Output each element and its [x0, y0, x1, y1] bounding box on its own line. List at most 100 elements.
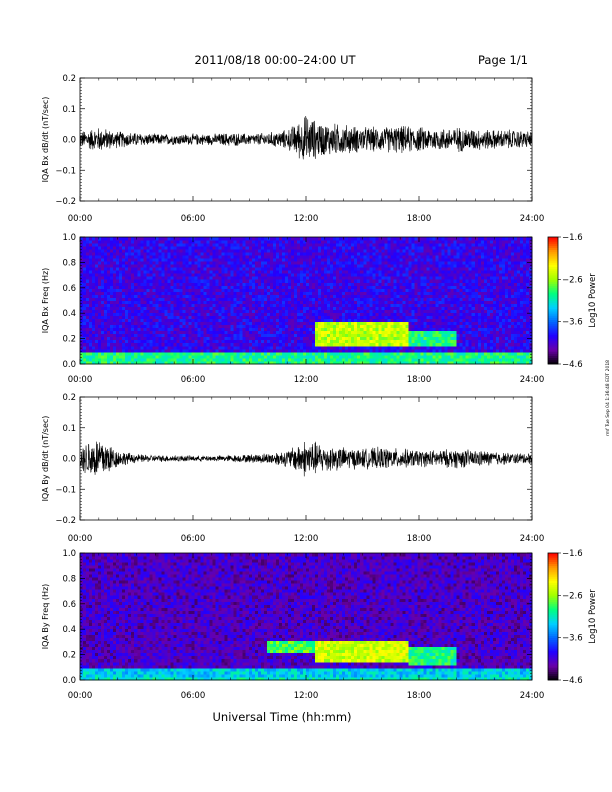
spectrogram-cell	[369, 351, 373, 356]
spectrogram-cell	[140, 345, 144, 350]
spectrogram-cell	[324, 360, 328, 365]
spectrogram-cell	[101, 300, 105, 304]
spectrogram-cell	[302, 348, 307, 353]
spectrogram-cell	[107, 339, 111, 344]
spectrogram-cell	[405, 273, 409, 277]
spectrogram-cell	[167, 243, 171, 247]
spectrogram-cell	[194, 330, 198, 335]
spectrogram-cell	[215, 249, 220, 253]
spectrogram-cell	[269, 354, 274, 359]
spectrogram-cell	[212, 279, 216, 283]
spectrogram-cell	[260, 327, 265, 332]
spectrogram-cell	[306, 279, 310, 283]
spectrogram-cell	[293, 327, 298, 332]
spectrogram-cell	[80, 288, 84, 292]
spectrogram-cell	[408, 249, 412, 253]
spectrogram-cell	[342, 318, 346, 323]
spectrogram-cell	[384, 264, 388, 268]
spectrogram-cell	[203, 273, 207, 277]
spectrogram-cell	[134, 288, 138, 292]
spectrogram-cell	[360, 246, 364, 250]
spectrogram-cell	[116, 288, 120, 292]
spectrogram-cell	[402, 354, 406, 359]
spectrogram-cell	[149, 276, 153, 280]
spectrogram-cell	[89, 252, 93, 256]
spectrogram-cell	[83, 297, 87, 301]
spectrogram-cell	[89, 306, 93, 310]
spectrogram-cell	[134, 276, 138, 280]
spectrogram-cell	[278, 264, 283, 268]
spectrogram-cell	[233, 327, 238, 332]
spectrogram-cell	[281, 345, 286, 350]
spectrogram-cell	[212, 297, 216, 301]
spectrogram-cell	[402, 297, 406, 301]
spectrogram-cell	[107, 246, 111, 250]
spectrogram-cell	[224, 303, 229, 307]
spectrogram-cell	[83, 243, 87, 247]
spectrogram-cell	[357, 306, 361, 310]
spectrogram-cell	[327, 342, 331, 347]
spectrogram-cell	[182, 288, 186, 292]
spectrogram-cell	[101, 360, 105, 365]
spectrogram-cell	[351, 255, 355, 259]
spectrogram-cell	[143, 324, 147, 329]
spectrogram-cell	[405, 237, 409, 241]
spectrogram-cell	[357, 357, 361, 362]
spectrogram-cell	[272, 303, 277, 307]
spectrogram-cell	[336, 309, 340, 313]
spectrogram-cell	[348, 252, 352, 256]
spectrogram-cell	[399, 291, 403, 295]
spectrogram-cell	[342, 327, 346, 332]
spectrogram-cell	[218, 300, 223, 304]
spectrogram-cell	[408, 312, 412, 317]
spectrogram-cell	[167, 240, 171, 244]
spectrogram-cell	[215, 315, 220, 320]
spectrogram-cell	[275, 246, 280, 250]
spectrogram-cell	[164, 333, 168, 338]
spectrogram-cell	[384, 345, 388, 350]
spectrogram-cell	[209, 297, 213, 301]
spectrogram-cell	[173, 285, 177, 289]
spectrogram-cell	[296, 264, 301, 268]
spectrogram-cell	[98, 258, 102, 262]
spectrogram-cell	[414, 309, 418, 313]
spectrogram-cell	[248, 273, 253, 277]
spectrogram-cell	[128, 246, 132, 250]
spectrogram-cell	[302, 267, 307, 271]
spectrogram-cell	[155, 270, 159, 274]
spectrogram-cell	[194, 312, 198, 317]
spectrogram-cell	[354, 282, 358, 286]
spectrogram-cell	[260, 282, 265, 286]
spectrogram-cell	[242, 273, 247, 277]
spectrogram-cell	[119, 348, 123, 353]
spectrogram-cell	[420, 297, 424, 301]
spectrogram-cell	[378, 315, 382, 320]
spectrogram-cell	[83, 318, 87, 323]
spectrogram-cell	[230, 237, 235, 241]
spectrogram-cell	[80, 357, 84, 362]
spectrogram-cell	[281, 252, 286, 256]
spectrogram-cell	[149, 318, 153, 323]
spectrogram-cell	[233, 273, 238, 277]
spectrogram-cell	[423, 270, 427, 274]
spectrogram-cell	[242, 249, 247, 253]
spectrogram-cell	[155, 252, 159, 256]
spectrogram-cell	[95, 357, 99, 362]
spectrogram-cell	[312, 336, 316, 341]
spectrogram-cell	[245, 255, 250, 259]
spectrogram-cell	[417, 351, 421, 356]
spectrogram-cell	[318, 345, 322, 350]
spectrogram-cell	[149, 321, 153, 326]
spectrogram-cell	[266, 243, 271, 247]
spectrogram-cell	[203, 237, 207, 241]
spectrogram-cell	[360, 291, 364, 295]
spectrogram-cell	[318, 348, 322, 353]
spectrogram-cell	[399, 312, 403, 317]
spectrogram-cell	[254, 270, 259, 274]
spectrogram-cell	[354, 345, 358, 350]
spectrogram-cell	[251, 306, 256, 310]
spectrogram-cell	[257, 315, 262, 320]
spectrogram-cell	[278, 330, 283, 335]
spectrogram-cell	[275, 273, 280, 277]
spectrogram-cell	[176, 336, 180, 341]
